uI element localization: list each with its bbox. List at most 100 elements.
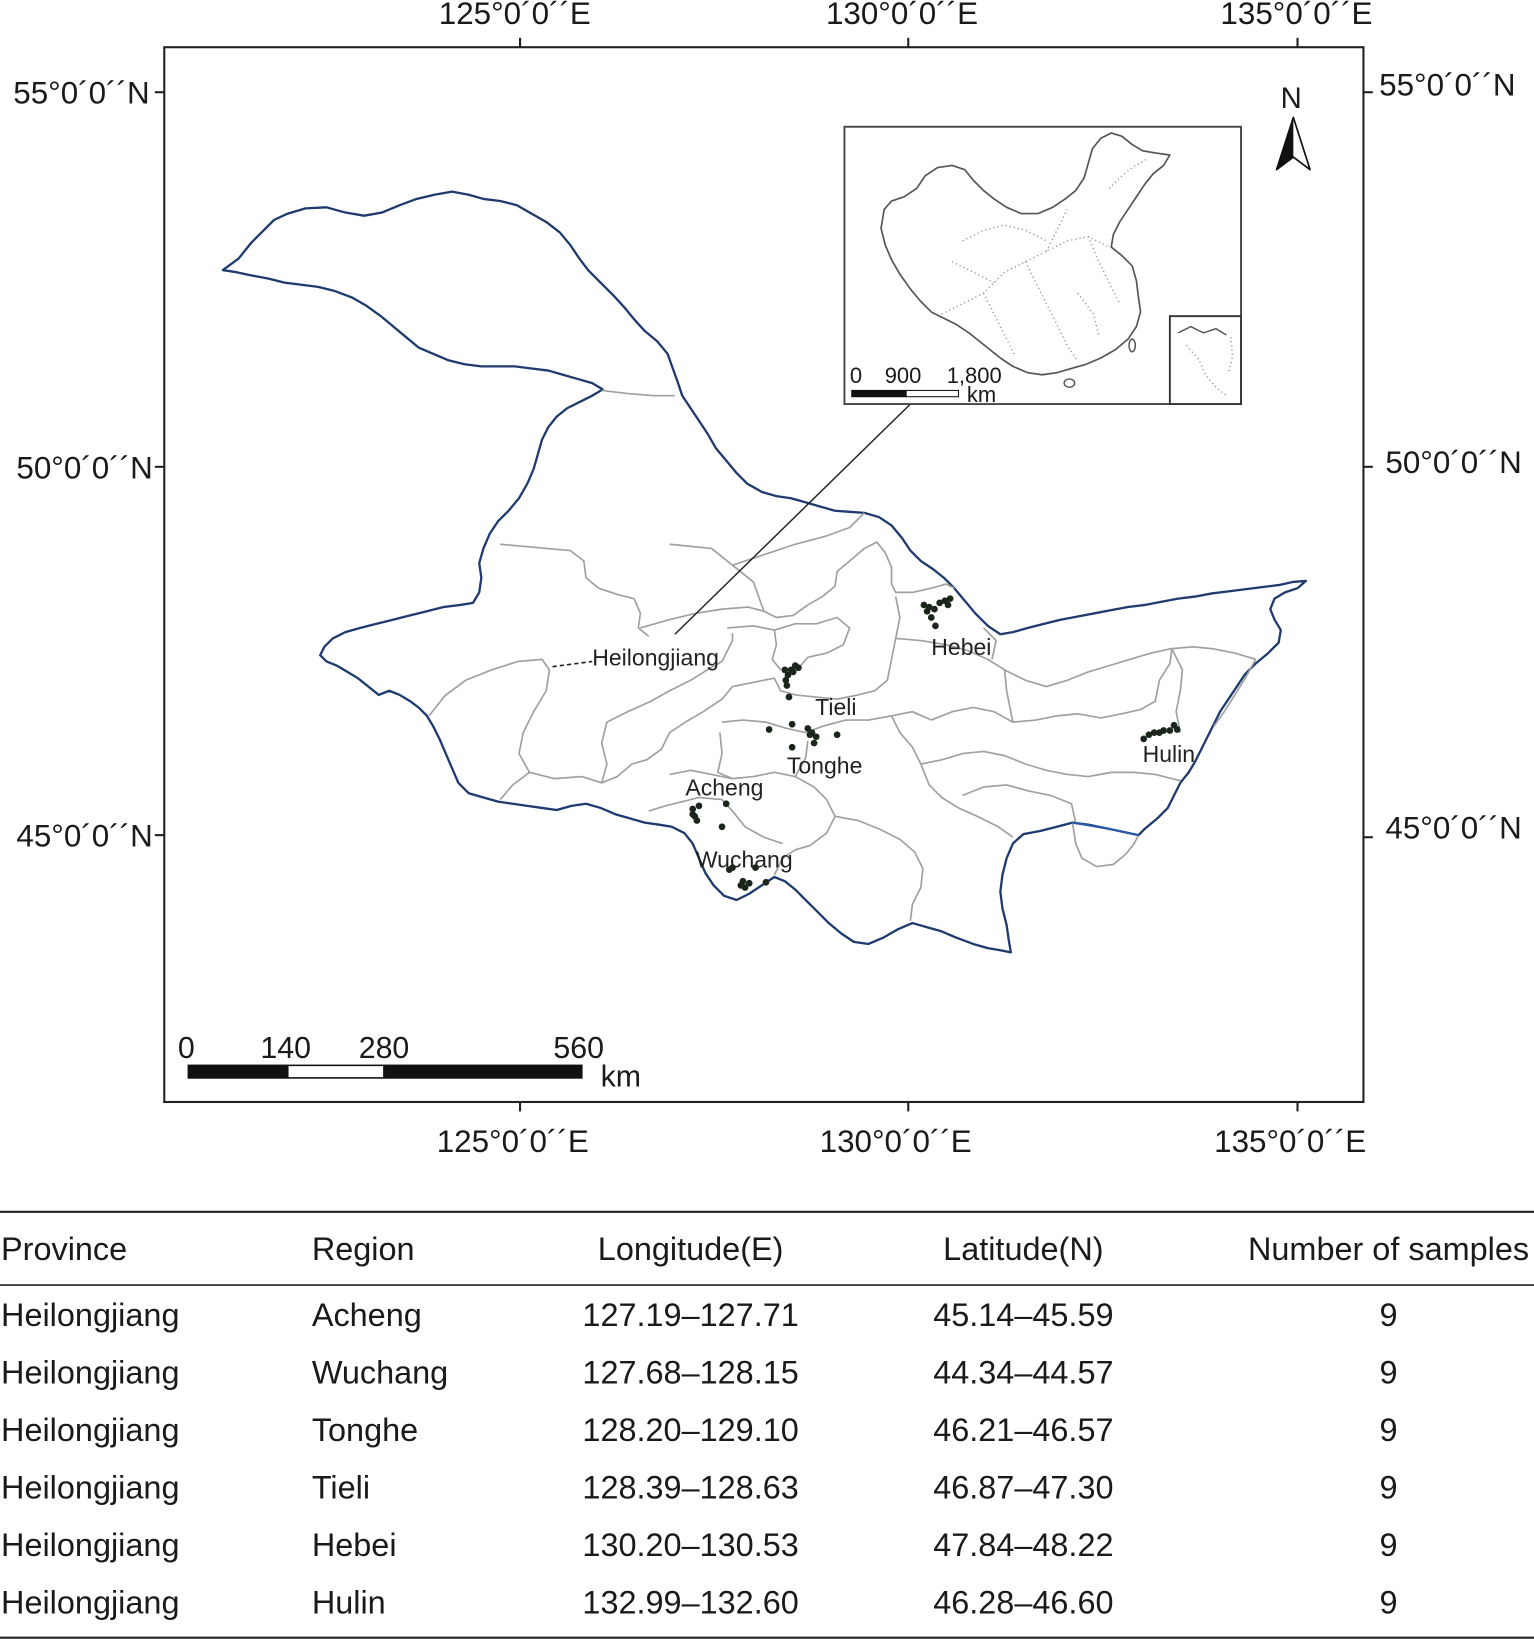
table-cell-samples: 9 (1380, 1354, 1398, 1390)
bottom-longitude-label: 130°0´0´´E (820, 1124, 972, 1159)
sample-table: Province Region Longitude(E) Latitude(N) Num… (0, 1210, 1534, 1639)
right-latitude-label: 45°0´0´´N (1385, 810, 1521, 845)
sample-point (931, 605, 938, 613)
table-cell-province: Heilongjiang (1, 1585, 179, 1621)
map-panel: 125°0´0´´E 130°0´0´´E 135°0´0´´E 125°0´0… (13, 0, 1521, 1159)
sample-point (762, 878, 770, 886)
sample-point (936, 599, 944, 607)
table-cell-latitude: 47.84–48.22 (933, 1527, 1113, 1563)
table-header-samples: Number of samples (1248, 1231, 1529, 1267)
table-header: Province Region Longitude(E) Latitude(N) Num… (1, 1231, 1529, 1267)
county-border (648, 796, 783, 845)
sample-point (932, 622, 939, 630)
sample-point (1145, 731, 1153, 739)
sample-point (1140, 735, 1148, 743)
bottom-longitude-label: 135°0´0´´E (1214, 1124, 1366, 1159)
island-outline (1063, 378, 1076, 389)
scale-bar-unit: km (601, 1060, 641, 1093)
county-border (920, 750, 1181, 782)
sample-point (781, 666, 789, 674)
region-label-tieli: Tieli (815, 694, 856, 720)
county-border (721, 710, 932, 734)
county-border (930, 648, 1173, 723)
table-cell-latitude: 45.14–45.59 (933, 1297, 1113, 1333)
inset-scale-tick: 0 (850, 363, 862, 388)
sample-point (689, 805, 697, 813)
inset-province-border (1024, 261, 1079, 362)
table-cell-latitude: 46.21–46.57 (933, 1412, 1113, 1448)
county-border (669, 769, 836, 876)
scale-bar-tick: 0 (178, 1032, 195, 1065)
sample-point (1166, 727, 1174, 734)
sample-point (1160, 727, 1167, 734)
sample-point (729, 864, 736, 871)
region-label-wuchang: Wuchang (696, 847, 793, 873)
table-cell-samples: 9 (1380, 1585, 1398, 1621)
region-label-tonghe: Tonghe (787, 752, 863, 778)
table-header-latitude: Latitude(N) (943, 1231, 1103, 1267)
county-border (794, 740, 809, 777)
sample-point (789, 668, 797, 676)
county-border (1171, 648, 1184, 733)
sample-point (718, 823, 726, 831)
inset-scale-segment (851, 389, 907, 398)
inset-scale-tick: 900 (885, 363, 922, 388)
table-cell-province: Heilongjiang (1, 1354, 179, 1390)
inset-province-border (1087, 236, 1121, 304)
table-cell-longitude: 132.99–132.60 (582, 1585, 798, 1621)
table-row: Heilongjiang Tonghe 128.20–129.10 46.21–46.… (1, 1412, 1398, 1448)
sample-point (812, 733, 820, 741)
sample-point (739, 877, 747, 885)
table-cell-longitude: 127.68–128.15 (582, 1354, 798, 1390)
table-header-region: Region (312, 1231, 415, 1267)
table-cell-region: Tieli (312, 1470, 370, 1506)
bottom-longitude-label: 125°0´0´´E (437, 1124, 589, 1159)
inset-scale-tick: 1,800 (947, 363, 1002, 388)
sample-point (784, 671, 792, 679)
scale-bar-segment (286, 1064, 385, 1079)
county-border (640, 541, 955, 629)
table-cell-province: Heilongjiang (1, 1527, 179, 1563)
inset-province-border (1077, 292, 1100, 336)
sample-point (810, 739, 818, 747)
sample-point (804, 725, 812, 732)
scale-bar-segment (383, 1064, 583, 1079)
left-latitude-label: 45°0´0´´N (16, 819, 152, 854)
south-sea-coastline (1177, 325, 1227, 336)
leader-line (552, 660, 593, 668)
table-row: Heilongjiang Acheng 127.19–127.71 45.14–45.… (1, 1297, 1398, 1333)
region-label-hulin: Hulin (1143, 741, 1195, 767)
right-latitude-label: 55°0´0´´N (1379, 67, 1515, 102)
left-latitude-label: 50°0´0´´N (16, 450, 152, 485)
county-border (1071, 822, 1140, 868)
scale-bar: 0 140 280 560 km (178, 1032, 641, 1093)
table-cell-region: Acheng (312, 1297, 422, 1333)
top-longitude-label: 135°0´0´´E (1220, 0, 1372, 31)
sample-point (806, 731, 814, 739)
county-border (890, 715, 1014, 838)
county-border (499, 771, 530, 801)
scale-bar-tick: 140 (260, 1032, 311, 1065)
sample-point (1173, 726, 1181, 733)
table-cell-province: Heilongjiang (1, 1412, 179, 1448)
north-arrow-label: N (1281, 82, 1302, 115)
sample-point (741, 884, 749, 891)
top-longitude-label: 130°0´0´´E (826, 0, 978, 31)
county-border (732, 596, 901, 700)
sample-point (833, 731, 841, 739)
sample-point (788, 743, 796, 751)
sample-point (944, 601, 952, 609)
county-border (732, 512, 865, 566)
table-cell-region: Wuchang (312, 1354, 448, 1390)
table-row: Heilongjiang Tieli 128.39–128.63 46.87–47.3… (1, 1470, 1398, 1506)
county-border (895, 637, 1256, 688)
table-row: Heilongjiang Hulin 132.99–132.60 46.28–46.6… (1, 1585, 1398, 1621)
sample-point (745, 879, 753, 887)
scale-bar-segment (187, 1064, 289, 1079)
table-cell-province: Heilongjiang (1, 1297, 179, 1333)
table-cell-samples: 9 (1380, 1297, 1398, 1333)
sample-point (927, 614, 935, 621)
north-arrow: N (1275, 82, 1311, 171)
table-cell-latitude: 46.87–47.30 (933, 1470, 1113, 1506)
